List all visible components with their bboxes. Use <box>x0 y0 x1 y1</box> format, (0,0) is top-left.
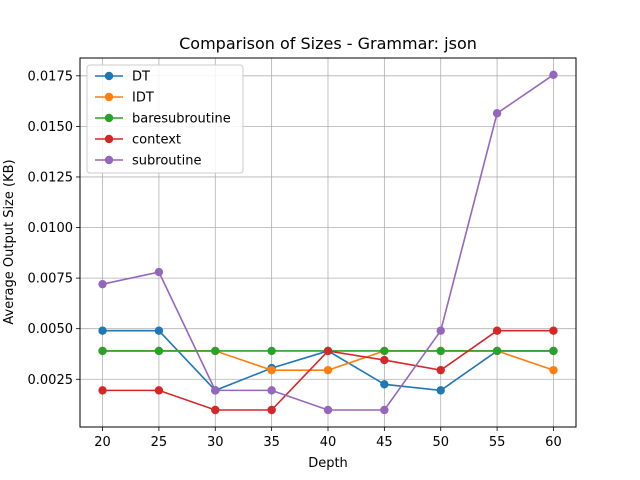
x-tick-label: 45 <box>376 435 393 450</box>
data-point <box>98 386 107 395</box>
data-point <box>154 267 164 277</box>
data-point <box>549 326 558 335</box>
x-axis-label: Depth <box>308 456 348 471</box>
x-tick-label: 55 <box>489 435 506 450</box>
data-point <box>323 405 333 415</box>
y-tick-label: 0.0175 <box>28 69 74 84</box>
legend-marker <box>104 113 114 123</box>
data-point <box>154 346 164 356</box>
data-point <box>436 365 445 375</box>
y-axis: 0.0025 0.0050 0.0075 0.0100 0.0125 0.0150 0.01… <box>28 69 80 388</box>
x-tick-label: 20 <box>94 435 111 450</box>
data-point <box>492 109 502 118</box>
data-point <box>154 386 164 395</box>
x-tick-label: 40 <box>320 435 337 450</box>
data-point <box>267 405 276 415</box>
legend-item: IDT <box>95 91 154 106</box>
data-point <box>323 346 333 356</box>
data-point <box>436 386 445 395</box>
y-tick-label: 0.0125 <box>28 170 74 185</box>
legend-label: context <box>132 133 181 148</box>
y-tick-label: 0.0150 <box>28 120 74 135</box>
data-point <box>98 279 107 289</box>
data-point <box>267 365 276 375</box>
data-point <box>380 405 389 415</box>
data-point <box>211 346 220 356</box>
data-point <box>267 386 276 395</box>
data-point <box>549 70 558 79</box>
data-point <box>98 346 107 356</box>
data-point <box>323 365 333 375</box>
x-tick-label: 60 <box>545 435 562 450</box>
y-tick-label: 0.0100 <box>28 221 74 236</box>
legend-item: baresubroutine <box>95 112 231 127</box>
legend-item: DT <box>95 70 150 85</box>
data-point <box>380 355 389 365</box>
legend-label: IDT <box>132 91 154 106</box>
legend-label: subroutine <box>132 154 201 169</box>
legend-label: DT <box>132 70 150 85</box>
y-tick-label: 0.0050 <box>28 322 74 337</box>
legend-label: baresubroutine <box>132 112 231 127</box>
data-point <box>492 346 502 356</box>
legend-marker <box>104 134 114 144</box>
x-tick-label: 50 <box>432 435 449 450</box>
data-point <box>380 380 389 389</box>
x-axis: 20 25 30 35 40 45 50 55 60 <box>94 427 562 450</box>
data-point <box>267 346 276 356</box>
data-point <box>380 346 389 356</box>
data-point <box>154 326 164 335</box>
series-context <box>98 326 558 415</box>
data-point <box>211 405 220 415</box>
y-tick-label: 0.0075 <box>28 272 74 287</box>
data-point <box>436 346 445 356</box>
y-tick-label: 0.0025 <box>28 373 74 388</box>
x-tick-label: 30 <box>207 435 224 450</box>
legend-box <box>86 64 244 174</box>
data-point <box>492 326 502 335</box>
chart-title: Comparison of Sizes - Grammar: json <box>179 34 477 53</box>
series-subroutine <box>98 70 558 415</box>
x-tick-label: 25 <box>151 435 168 450</box>
y-axis-label: Average Output Size (KB) <box>2 159 17 324</box>
legend-marker <box>104 155 114 165</box>
data-point <box>98 326 107 335</box>
legend-marker <box>104 71 114 81</box>
data-point <box>436 326 445 335</box>
x-tick-label: 35 <box>263 435 280 450</box>
data-point <box>549 365 558 375</box>
legend: DT IDT baresubroutine context subroutine <box>86 64 244 174</box>
data-point <box>549 346 558 356</box>
legend-item: context <box>95 133 181 148</box>
data-point <box>211 386 220 395</box>
legend-item: subroutine <box>95 154 201 169</box>
series-layer <box>98 70 558 415</box>
legend-marker <box>104 92 114 102</box>
